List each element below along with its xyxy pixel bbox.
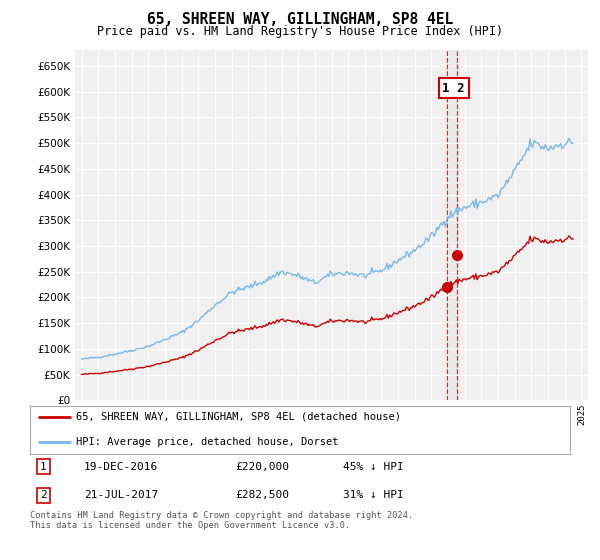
Text: 19-DEC-2016: 19-DEC-2016	[84, 461, 158, 472]
Text: 21-JUL-2017: 21-JUL-2017	[84, 491, 158, 501]
Text: 2: 2	[40, 491, 47, 501]
Text: 1 2: 1 2	[442, 82, 465, 95]
Text: £220,000: £220,000	[235, 461, 289, 472]
Text: HPI: Average price, detached house, Dorset: HPI: Average price, detached house, Dors…	[76, 437, 338, 447]
Text: 1: 1	[40, 461, 47, 472]
Text: Contains HM Land Registry data © Crown copyright and database right 2024.
This d: Contains HM Land Registry data © Crown c…	[30, 511, 413, 530]
Text: 45% ↓ HPI: 45% ↓ HPI	[343, 461, 404, 472]
Text: 31% ↓ HPI: 31% ↓ HPI	[343, 491, 404, 501]
Text: 65, SHREEN WAY, GILLINGHAM, SP8 4EL (detached house): 65, SHREEN WAY, GILLINGHAM, SP8 4EL (det…	[76, 412, 401, 422]
Text: Price paid vs. HM Land Registry's House Price Index (HPI): Price paid vs. HM Land Registry's House …	[97, 25, 503, 38]
Bar	[448, 50, 457, 400]
Text: 65, SHREEN WAY, GILLINGHAM, SP8 4EL: 65, SHREEN WAY, GILLINGHAM, SP8 4EL	[147, 12, 453, 27]
Text: £282,500: £282,500	[235, 491, 289, 501]
